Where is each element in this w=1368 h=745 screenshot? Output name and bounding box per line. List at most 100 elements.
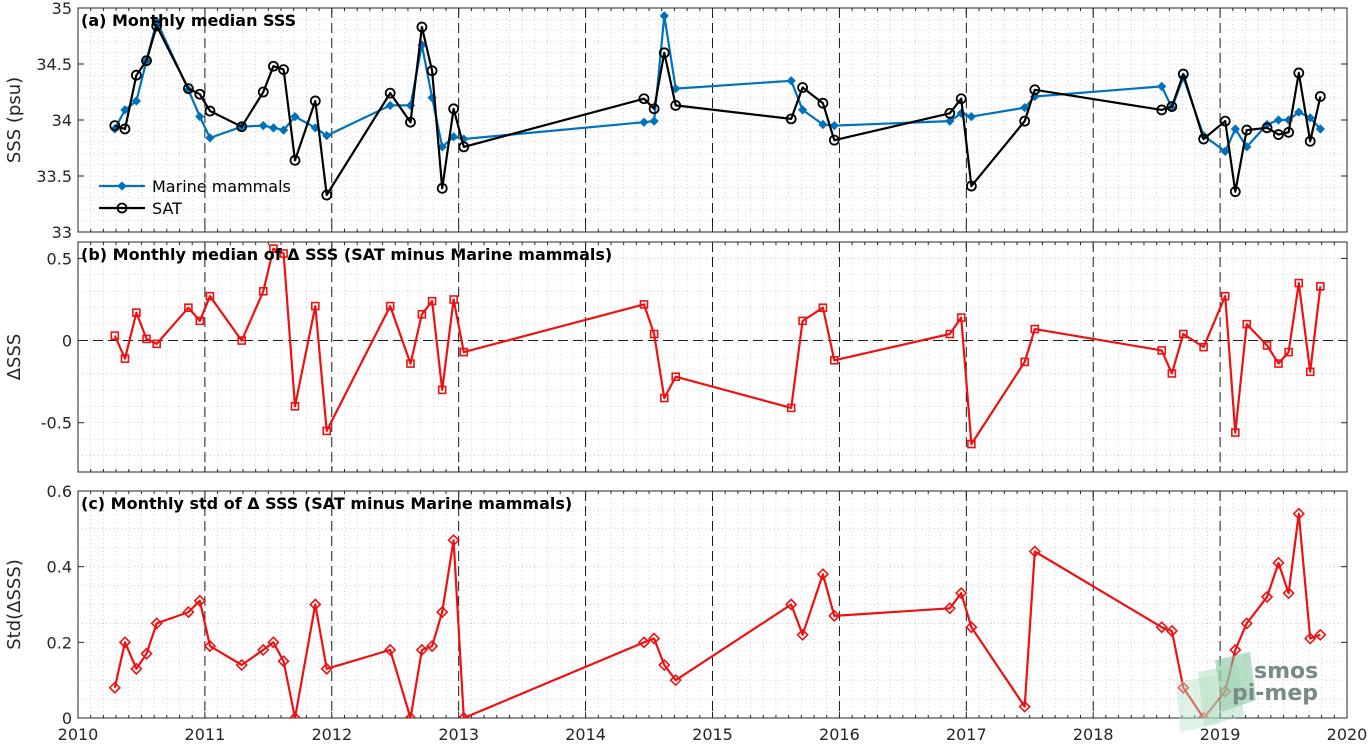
data-point-p0-s1-13 xyxy=(309,95,321,107)
legend: Marine mammals SAT xyxy=(99,177,291,218)
data-point-p2-s0-37 xyxy=(1177,681,1190,694)
data-point-p2-s0-36 xyxy=(1165,624,1179,638)
data-point-p0-s1-30 xyxy=(944,107,956,119)
data-point-p0-s0-46 xyxy=(1305,113,1315,123)
x-tick-label: 2016 xyxy=(819,725,860,744)
series-line-sat xyxy=(114,24,1322,197)
y-axis-label: SSS (psu) xyxy=(4,77,25,163)
series-line-marine-mammals xyxy=(113,14,1322,153)
data-point-p1-s0-26 xyxy=(786,403,796,413)
data-point-p1-s0-3 xyxy=(142,334,151,344)
data-point-p1-s0-14 xyxy=(322,426,332,436)
data-point-p0-s1-28 xyxy=(817,97,829,109)
data-point-p2-s0-47 xyxy=(1314,628,1327,641)
data-point-p2-s0-10 xyxy=(267,636,280,649)
data-point-p0-s1-34 xyxy=(1029,84,1041,96)
data-point-p0-s1-17 xyxy=(416,21,428,33)
data-point-p0-s0-10 xyxy=(268,123,279,133)
data-point-p2-s0-13 xyxy=(309,598,322,611)
data-point-p2-s0-9 xyxy=(257,643,270,657)
data-point-p2-s0-38 xyxy=(1197,711,1210,718)
data-point-p2-s0-19 xyxy=(436,605,449,619)
data-point-p2-s0-33 xyxy=(1018,700,1031,713)
data-point-p0-s0-40 xyxy=(1230,124,1240,134)
y-tick-label: 34 xyxy=(52,111,72,130)
y-axis-label: ΔSSS xyxy=(4,334,25,381)
data-point-p0-s0-39 xyxy=(1220,146,1230,156)
data-point-p2-s0-25 xyxy=(669,674,682,687)
data-point-p1-s0-44 xyxy=(1284,347,1293,357)
data-point-p2-s0-20 xyxy=(447,534,460,547)
data-point-p1-s0-2 xyxy=(132,308,141,317)
data-point-p2-s0-43 xyxy=(1272,556,1285,570)
y-tick-label: 33.5 xyxy=(36,167,72,186)
x-ticks xyxy=(77,242,1348,472)
x-tick-label: 2014 xyxy=(565,725,606,744)
legend-label: Marine mammals xyxy=(152,177,291,196)
x-tick-label: 2015 xyxy=(692,725,733,744)
data-point-p2-s0-12 xyxy=(288,711,302,718)
data-point-p0-s1-3 xyxy=(141,55,152,67)
data-point-p0-s0-7 xyxy=(205,133,215,143)
y-tick-label: 0 xyxy=(62,709,72,728)
x-tick-label: 2020 xyxy=(1327,725,1368,744)
data-point-p2-s0-23 xyxy=(647,632,661,645)
y-ticks xyxy=(78,7,1347,233)
panel-a: 33 33.5 34 34.5 35 SSS (psu) (a) Monthly media… xyxy=(4,0,1348,242)
data-point-p0-s0-0 xyxy=(110,124,120,134)
panel-title: (a) Monthly median SSS xyxy=(81,11,296,30)
data-point-p0-s0-45 xyxy=(1294,107,1304,117)
data-point-p2-s0-32 xyxy=(965,621,978,634)
data-point-p0-s1-45 xyxy=(1293,67,1305,79)
data-point-p0-s0-11 xyxy=(278,125,289,135)
data-point-p0-s1-14 xyxy=(321,189,333,201)
data-point-p1-s0-46 xyxy=(1305,367,1315,377)
y-ticks xyxy=(78,257,1347,424)
y-tick-label: 34.5 xyxy=(36,55,72,74)
logo-line2: pi-mep xyxy=(1232,681,1318,706)
series-line-p1-0 xyxy=(113,247,1322,446)
x-tick-label: 2018 xyxy=(1073,725,1114,744)
data-point-p0-s1-0 xyxy=(109,120,121,131)
data-point-p0-s0-12 xyxy=(290,112,300,122)
data-point-p1-s0-16 xyxy=(406,359,415,368)
data-point-p0-s1-43 xyxy=(1273,129,1284,140)
data-point-p2-s0-11 xyxy=(277,655,290,668)
data-point-p2-s0-31 xyxy=(955,587,968,600)
data-point-p1-s0-1 xyxy=(120,354,130,363)
data-point-p0-s1-42 xyxy=(1261,122,1273,134)
data-point-p2-s0-18 xyxy=(425,639,439,653)
data-point-p1-s0-4 xyxy=(152,339,161,349)
data-point-p0-s1-23 xyxy=(648,103,660,115)
data-point-p2-s0-22 xyxy=(637,636,651,649)
data-point-p0-s0-legend xyxy=(117,181,127,191)
data-point-p1-s0-33 xyxy=(1020,357,1029,367)
data-point-p2-s0-5 xyxy=(182,605,195,619)
x-ticks xyxy=(77,8,1348,232)
y-tick-label: 35 xyxy=(52,0,72,18)
data-point-p2-s0-44 xyxy=(1282,587,1295,600)
x-tick-label: 2011 xyxy=(185,725,226,744)
data-point-p2-s0-27 xyxy=(796,628,809,641)
data-point-p0-s0-15 xyxy=(385,100,395,111)
data-point-p0-s1-40 xyxy=(1229,186,1241,198)
series-group xyxy=(110,244,1325,449)
data-point-p0-s1-1 xyxy=(119,123,131,135)
data-point-p2-s0-3 xyxy=(140,647,153,660)
data-point-p2-s0-0 xyxy=(108,681,121,694)
data-point-p2-s0-42 xyxy=(1260,590,1274,604)
data-point-p0-s1-12 xyxy=(289,154,301,166)
data-point-p2-s0-16 xyxy=(404,711,417,718)
data-point-p0-s0-19 xyxy=(437,142,447,152)
data-point-p1-s0-43 xyxy=(1274,359,1283,368)
data-point-p0-s1-37 xyxy=(1177,68,1189,80)
data-point-p0-s1-22 xyxy=(638,93,650,105)
series-line-p2-0 xyxy=(113,512,1321,718)
data-point-p2-s0-4 xyxy=(150,617,163,630)
data-point-p1-s0-47 xyxy=(1316,282,1325,291)
data-point-p1-s0-19 xyxy=(437,385,447,395)
panel-c: 0 0.2 0.4 0.6 Std(ΔSSS) 2010 2011 2012 2013 2014 2… xyxy=(4,482,1367,744)
data-point-p1-s0-15 xyxy=(385,301,395,311)
data-point-p1-s0-30 xyxy=(945,329,955,339)
